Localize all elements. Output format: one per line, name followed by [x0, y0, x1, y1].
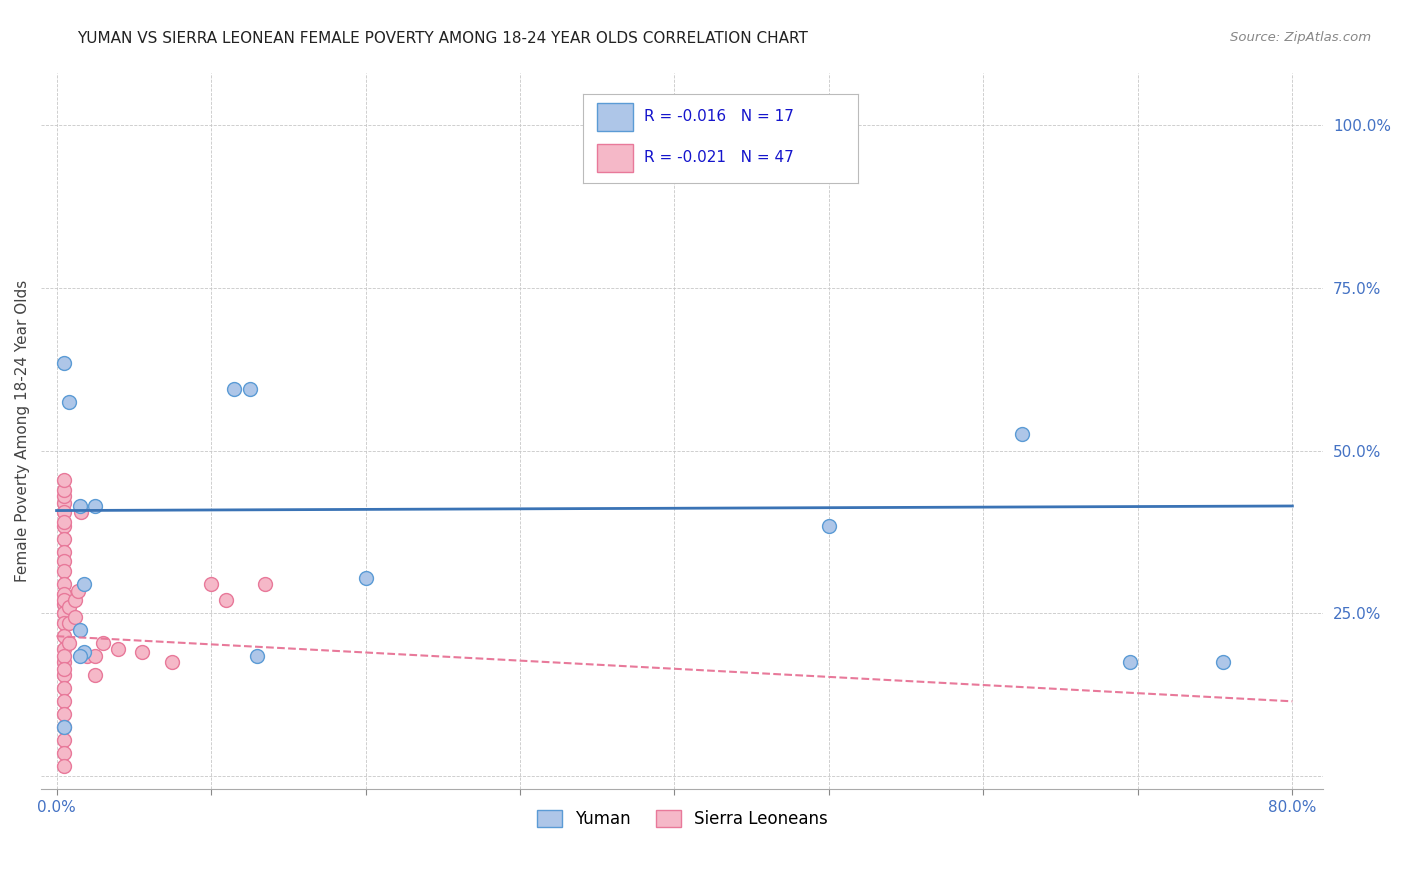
Point	[53, 515, 76, 529]
Point	[53, 496, 76, 510]
Point	[91, 636, 114, 650]
Point	[818, 518, 841, 533]
Point	[53, 720, 76, 734]
Point	[53, 506, 76, 520]
Point	[84, 648, 107, 663]
Point	[224, 382, 246, 396]
Point	[53, 733, 76, 747]
Point	[53, 616, 76, 631]
Point	[1011, 427, 1033, 442]
Point	[58, 599, 80, 614]
Point	[70, 506, 93, 520]
Point	[69, 623, 91, 637]
Point	[53, 593, 76, 607]
Point	[76, 648, 98, 663]
Point	[53, 518, 76, 533]
FancyBboxPatch shape	[598, 103, 633, 131]
Point	[53, 707, 76, 722]
Point	[53, 489, 76, 503]
Point	[162, 655, 184, 669]
Point	[58, 636, 80, 650]
Point	[69, 499, 91, 513]
Point	[53, 564, 76, 578]
Point	[53, 747, 76, 761]
Point	[53, 759, 76, 773]
Point	[63, 609, 86, 624]
Point	[73, 577, 96, 591]
Point	[73, 645, 96, 659]
Point	[53, 597, 76, 611]
Point	[84, 668, 107, 682]
Point	[246, 648, 269, 663]
Point	[53, 607, 76, 621]
Point	[53, 629, 76, 643]
Point	[53, 655, 76, 669]
FancyBboxPatch shape	[598, 144, 633, 172]
Point	[53, 720, 76, 734]
Point	[254, 577, 277, 591]
Legend: Yuman, Sierra Leoneans: Yuman, Sierra Leoneans	[530, 803, 834, 835]
Text: R = -0.021   N = 47: R = -0.021 N = 47	[644, 151, 793, 165]
Text: R = -0.016   N = 17: R = -0.016 N = 17	[644, 110, 793, 124]
Point	[1212, 655, 1234, 669]
Point	[53, 532, 76, 546]
Point	[53, 544, 76, 558]
Point	[53, 577, 76, 591]
Point	[58, 616, 80, 631]
Point	[107, 642, 129, 657]
Point	[354, 571, 377, 585]
Point	[1119, 655, 1142, 669]
Point	[131, 645, 153, 659]
Point	[53, 648, 76, 663]
Point	[53, 356, 76, 370]
Text: YUMAN VS SIERRA LEONEAN FEMALE POVERTY AMONG 18-24 YEAR OLDS CORRELATION CHART: YUMAN VS SIERRA LEONEAN FEMALE POVERTY A…	[77, 31, 808, 46]
Text: Source: ZipAtlas.com: Source: ZipAtlas.com	[1230, 31, 1371, 45]
Point	[53, 642, 76, 657]
Point	[53, 668, 76, 682]
Point	[200, 577, 222, 591]
Y-axis label: Female Poverty Among 18-24 Year Olds: Female Poverty Among 18-24 Year Olds	[15, 280, 30, 582]
Point	[215, 593, 238, 607]
Point	[63, 593, 86, 607]
Point	[53, 694, 76, 708]
Point	[84, 499, 107, 513]
Point	[58, 394, 80, 409]
Point	[53, 473, 76, 487]
Point	[53, 662, 76, 676]
Point	[69, 648, 91, 663]
Point	[53, 483, 76, 497]
Point	[53, 681, 76, 696]
Point	[53, 554, 76, 568]
Point	[239, 382, 262, 396]
Point	[53, 587, 76, 601]
Point	[67, 583, 90, 598]
